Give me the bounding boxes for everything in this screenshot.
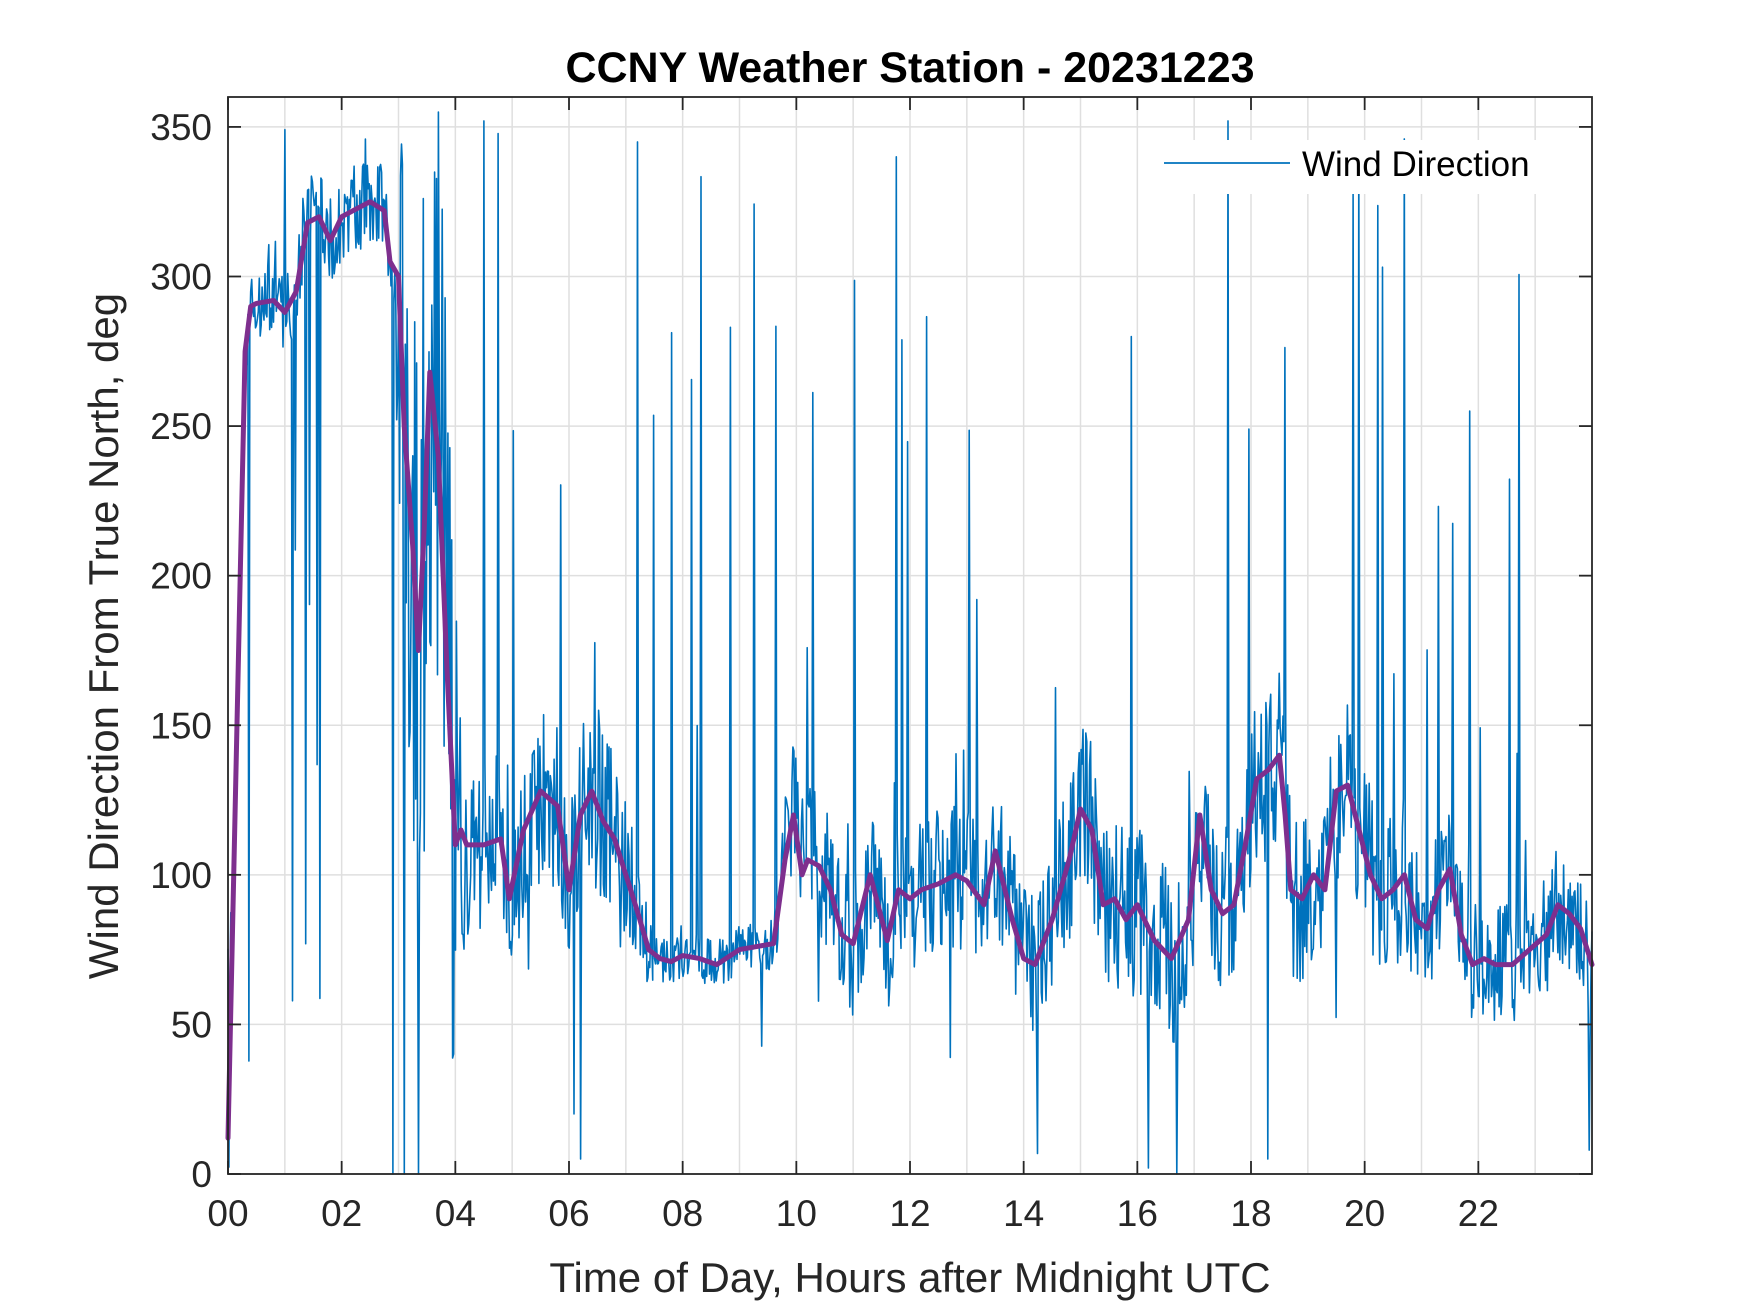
x-tick-label: 14: [1003, 1193, 1044, 1234]
x-tick-label: 08: [662, 1193, 703, 1234]
series-layer: [225, 111, 1595, 1175]
wind-direction-line: [227, 111, 1593, 1175]
x-tick-label: 10: [776, 1193, 817, 1234]
y-tick-label: 50: [171, 1004, 212, 1045]
chart-title: CCNY Weather Station - 20231223: [565, 44, 1254, 92]
legend: Wind Direction: [1150, 140, 1570, 194]
smoothed-wind-direction-line: [225, 199, 1595, 1141]
y-tick-label: 250: [150, 406, 212, 447]
y-tick-label: 200: [150, 556, 212, 597]
y-tick-label: 0: [191, 1154, 212, 1195]
legend-box: [1150, 140, 1570, 194]
x-tick-label: 02: [321, 1193, 362, 1234]
y-tick-label: 350: [150, 107, 212, 148]
legend-entry-wind-direction: Wind Direction: [1302, 145, 1530, 184]
y-axis-ticks: 0 50 100 150 200 250 300 350: [150, 107, 1592, 1195]
y-tick-label: 150: [150, 705, 212, 746]
y-tick-label: 100: [150, 855, 212, 896]
x-axis-label: Time of Day, Hours after Midnight UTC: [549, 1254, 1270, 1301]
x-tick-label: 22: [1458, 1193, 1499, 1234]
y-axis-label: Wind Direction From True North, deg: [80, 293, 127, 979]
x-tick-label: 20: [1344, 1193, 1385, 1234]
x-tick-label: 04: [435, 1193, 476, 1234]
x-tick-label: 12: [889, 1193, 930, 1234]
x-axis-ticks: 00 02 04 06 08 10 12 14 16 18 20 22: [207, 97, 1499, 1234]
x-tick-label: 00: [207, 1193, 248, 1234]
x-tick-label: 06: [548, 1193, 589, 1234]
x-tick-label: 16: [1117, 1193, 1158, 1234]
x-tick-label: 18: [1230, 1193, 1271, 1234]
y-tick-label: 300: [150, 257, 212, 298]
